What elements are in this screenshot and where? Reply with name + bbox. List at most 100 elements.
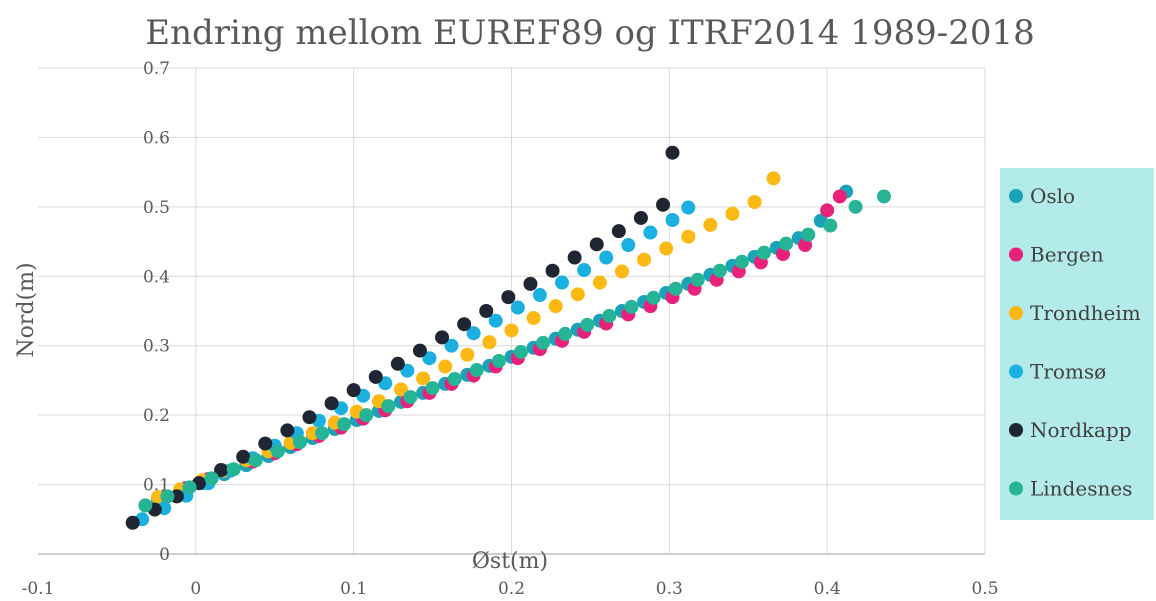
data-point — [567, 250, 582, 265]
data-point — [466, 326, 481, 341]
data-point — [766, 171, 781, 186]
data-point — [416, 371, 431, 386]
data-point — [236, 449, 251, 464]
data-point — [580, 317, 595, 332]
data-point — [665, 213, 680, 228]
data-points — [125, 145, 891, 530]
data-point — [523, 276, 538, 291]
data-point — [438, 359, 453, 374]
data-point — [545, 263, 560, 278]
y-tick-label: 0.7 — [143, 59, 170, 79]
data-point — [820, 203, 835, 218]
data-point — [302, 410, 317, 425]
data-point — [390, 356, 405, 371]
data-point — [469, 363, 484, 378]
data-point — [510, 300, 525, 315]
y-tick-label: 0.5 — [143, 198, 170, 218]
data-point — [570, 287, 585, 302]
x-tick-label: 0.3 — [656, 579, 683, 599]
data-point — [204, 471, 219, 486]
data-point — [747, 194, 762, 209]
data-point — [577, 263, 592, 278]
data-point — [801, 227, 816, 242]
x-tick-label: 0.2 — [498, 579, 525, 599]
data-point — [460, 347, 475, 362]
data-point — [848, 199, 863, 214]
data-point — [734, 254, 749, 269]
series-lindesnes — [138, 189, 891, 513]
data-point — [403, 390, 418, 405]
data-point — [646, 290, 661, 305]
data-point — [488, 313, 503, 328]
data-point — [548, 299, 563, 314]
data-point — [501, 290, 516, 305]
data-point — [394, 382, 409, 397]
data-point — [624, 299, 639, 314]
data-point — [703, 217, 718, 232]
data-point — [444, 338, 459, 353]
data-point — [479, 304, 494, 318]
legend-label: Nordkapp — [1030, 418, 1132, 442]
legend-background — [1000, 168, 1154, 520]
data-point — [665, 145, 680, 160]
y-axis-label: Nord(m) — [14, 262, 39, 357]
data-point — [422, 351, 437, 366]
x-tick-label: 0 — [190, 579, 201, 599]
x-axis-label: Øst(m) — [472, 549, 548, 574]
data-point — [359, 408, 374, 423]
data-point — [633, 210, 648, 225]
data-point — [457, 317, 472, 332]
y-tick-label: 0.3 — [143, 337, 170, 357]
x-tick-label: -0.1 — [22, 579, 55, 599]
data-point — [381, 399, 396, 414]
data-point — [637, 252, 652, 267]
data-point — [482, 335, 497, 350]
data-point — [589, 237, 604, 252]
legend: Oslo Bergen Trondheim Tromsø Nordkapp Lindesn… — [1000, 168, 1154, 520]
data-point — [668, 281, 683, 296]
data-point — [681, 200, 696, 215]
x-tick-label: 0.4 — [814, 579, 841, 599]
data-point — [425, 381, 440, 396]
data-point — [138, 498, 153, 513]
data-point — [412, 343, 427, 358]
data-point — [226, 462, 241, 477]
data-point — [611, 224, 626, 239]
data-point — [504, 323, 519, 338]
data-point — [757, 245, 772, 260]
y-tick-label: 0.2 — [143, 406, 170, 426]
data-point — [346, 383, 361, 398]
data-point — [447, 372, 462, 387]
data-point — [621, 238, 636, 253]
data-point — [526, 310, 541, 325]
data-point — [602, 308, 617, 323]
data-point — [513, 344, 528, 359]
legend-marker — [1009, 481, 1023, 496]
data-point — [823, 218, 838, 233]
data-point — [293, 435, 308, 450]
data-point — [690, 272, 705, 287]
data-point — [592, 275, 607, 290]
data-point — [368, 369, 383, 384]
data-point — [258, 436, 273, 451]
data-point — [876, 189, 891, 204]
legend-marker — [1009, 189, 1023, 203]
y-tick-label: 0 — [159, 545, 170, 565]
legend-label: Lindesnes — [1030, 477, 1132, 501]
data-point — [614, 264, 629, 279]
y-tick-label: 0.4 — [143, 267, 170, 287]
legend-label: Tromsø — [1030, 360, 1106, 384]
data-point — [536, 335, 551, 350]
data-point — [681, 229, 696, 244]
data-point — [214, 462, 229, 477]
data-point — [779, 236, 794, 251]
data-point — [280, 423, 295, 438]
grid — [38, 67, 986, 555]
data-point — [248, 453, 263, 468]
data-point — [324, 396, 339, 411]
x-tick-label: 0.1 — [340, 579, 367, 599]
data-point — [558, 326, 573, 341]
data-point — [712, 263, 727, 278]
data-point — [555, 275, 570, 290]
